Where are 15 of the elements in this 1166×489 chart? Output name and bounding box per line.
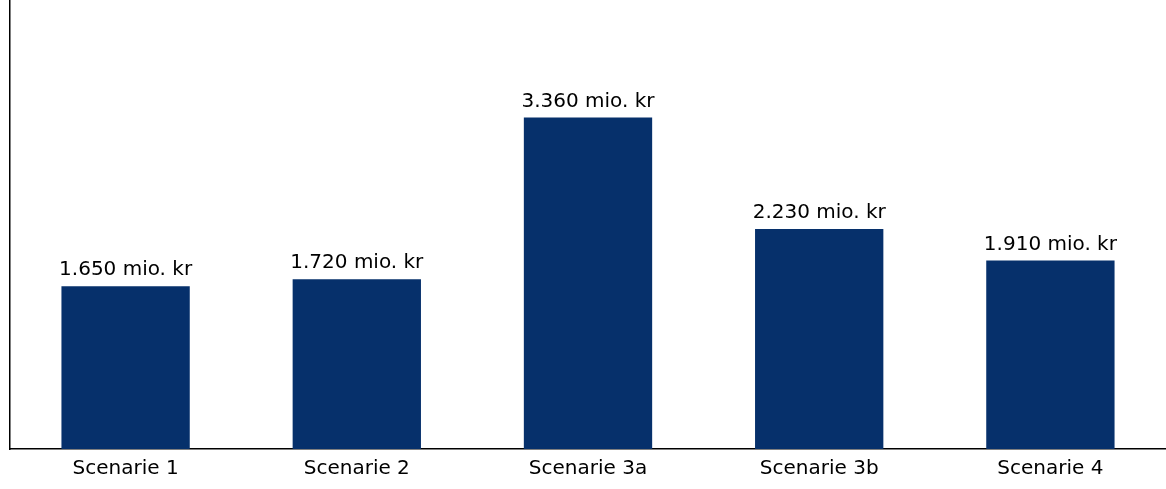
data-label: 2.230 mio. kr: [752, 199, 887, 224]
data-label: 1.650 mio. kr: [59, 256, 193, 281]
x-tick-label: Scenarie 3b: [759, 455, 879, 480]
bar: [755, 228, 884, 449]
x-tick-label: Scenarie 4: [997, 455, 1104, 480]
bar: [523, 117, 653, 449]
data-label: 3.360 mio. kr: [521, 87, 656, 112]
bar: [61, 286, 190, 449]
data-label: 1.720 mio. kr: [290, 249, 425, 274]
x-tick-label: Scenarie 1: [72, 455, 179, 480]
x-tick-label: Scenarie 3a: [528, 455, 648, 480]
x-tick-label: Scenarie 2: [303, 455, 410, 480]
bar: [292, 279, 421, 449]
bar: [986, 260, 1115, 449]
data-label: 1.910 mio. kr: [983, 230, 1118, 255]
